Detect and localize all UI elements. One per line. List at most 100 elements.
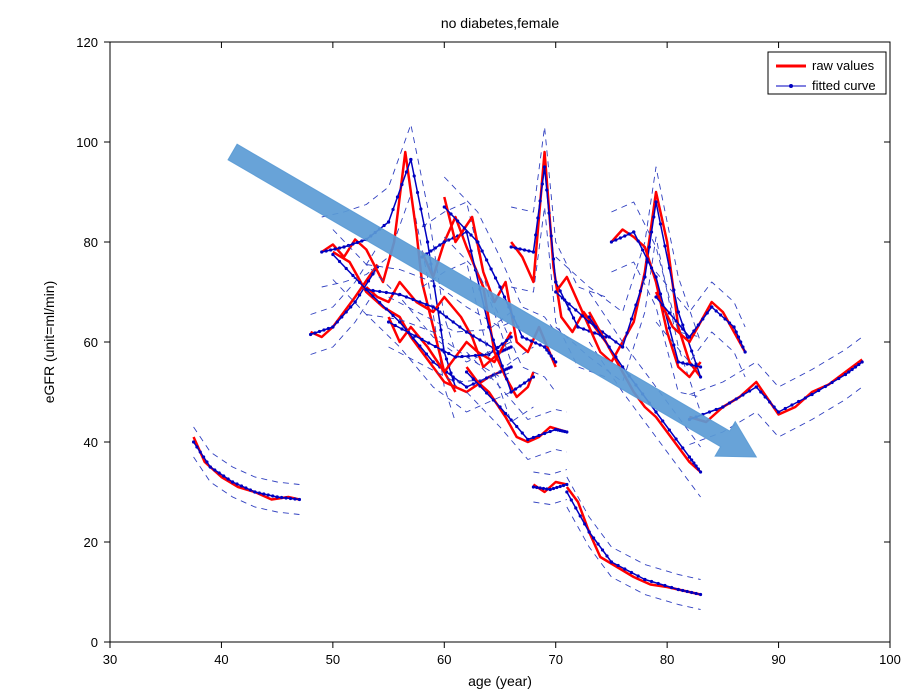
fit-marker (199, 450, 202, 453)
fit-marker (668, 326, 671, 329)
fit-marker (545, 348, 548, 351)
fit-marker (547, 211, 550, 214)
fit-marker (510, 345, 513, 348)
fit-marker (367, 279, 370, 282)
fit-marker (565, 430, 568, 433)
fit-marker (699, 365, 702, 368)
legend-label: fitted curve (812, 78, 876, 93)
fit-marker (427, 341, 430, 344)
x-tick-label: 90 (771, 652, 785, 667)
fit-marker (755, 385, 758, 388)
fit-marker (550, 234, 553, 237)
fit-marker (205, 460, 208, 463)
fit-marker (690, 363, 693, 366)
fit-marker (554, 360, 557, 363)
fit-marker (657, 582, 660, 585)
fit-marker (677, 310, 680, 313)
fit-marker (318, 330, 321, 333)
fit-marker (610, 240, 613, 243)
fit-marker (541, 182, 544, 185)
fit-marker (349, 305, 352, 308)
fit-marker (525, 337, 528, 340)
fit-marker (804, 396, 807, 399)
fit-marker (527, 378, 530, 381)
fit-marker (582, 327, 585, 330)
fit-marker (258, 491, 261, 494)
fit-marker (440, 348, 443, 351)
fit-marker (741, 393, 744, 396)
fit-marker (485, 376, 488, 379)
fit-marker (663, 584, 666, 587)
legend-label: raw values (812, 58, 875, 73)
fit-marker (391, 208, 394, 211)
fit-marker (461, 355, 464, 358)
fit-marker (510, 365, 513, 368)
fit-marker (641, 248, 644, 251)
fit-marker (797, 400, 800, 403)
fit-marker (438, 243, 441, 246)
fit-marker (583, 522, 586, 525)
fit-marker (543, 165, 546, 168)
fit-marker (681, 361, 684, 364)
fit-marker (764, 395, 767, 398)
fit-marker (654, 275, 657, 278)
fit-marker (759, 390, 762, 393)
fit-marker (515, 425, 518, 428)
fit-marker (732, 325, 735, 328)
fit-marker (429, 249, 432, 252)
fit-marker (735, 397, 738, 400)
fit-marker (267, 493, 270, 496)
fit-marker (445, 357, 448, 360)
fit-marker (419, 207, 422, 210)
fit-marker (784, 407, 787, 410)
fit-marker (588, 530, 591, 533)
fit-marker (351, 242, 354, 245)
fit-marker (489, 267, 492, 270)
fit-marker (681, 446, 684, 449)
fit-marker (650, 230, 653, 233)
fit-marker (387, 320, 390, 323)
fit-marker (634, 303, 637, 306)
fit-marker (231, 480, 234, 483)
fit-marker (458, 325, 461, 328)
fit-marker (661, 419, 664, 422)
fit-marker (777, 410, 780, 413)
fit-marker (623, 567, 626, 570)
fit-marker (637, 574, 640, 577)
fit-marker (592, 536, 595, 539)
fit-marker (298, 498, 301, 501)
fit-marker (623, 234, 626, 237)
fit-marker (336, 320, 339, 323)
fit-marker (510, 245, 513, 248)
fit-marker (668, 266, 671, 269)
fit-marker (552, 257, 555, 260)
fit-marker (385, 291, 388, 294)
fit-marker (532, 485, 535, 488)
fit-marker (601, 548, 604, 551)
fit-marker (837, 377, 840, 380)
fit-marker (383, 224, 386, 227)
fit-marker (650, 266, 653, 269)
fit-marker (338, 260, 341, 263)
fit-marker (650, 580, 653, 583)
fit-marker (320, 250, 323, 253)
fit-marker (518, 384, 521, 387)
fit-marker (574, 506, 577, 509)
fit-marker (478, 338, 481, 341)
fit-marker (748, 389, 751, 392)
fit-marker (695, 592, 698, 595)
fit-marker (434, 345, 437, 348)
fit-marker (227, 477, 230, 480)
fit-marker (501, 342, 504, 345)
fit-marker (514, 246, 517, 249)
fit-marker (356, 241, 359, 244)
fit-marker (342, 245, 345, 248)
fit-marker (329, 248, 332, 251)
fit-marker (663, 244, 666, 247)
fit-marker (854, 365, 857, 368)
fit-marker (195, 445, 198, 448)
fit-marker (614, 238, 617, 241)
fit-marker (331, 325, 334, 328)
fit-marker (235, 482, 238, 485)
fit-marker (552, 357, 555, 360)
